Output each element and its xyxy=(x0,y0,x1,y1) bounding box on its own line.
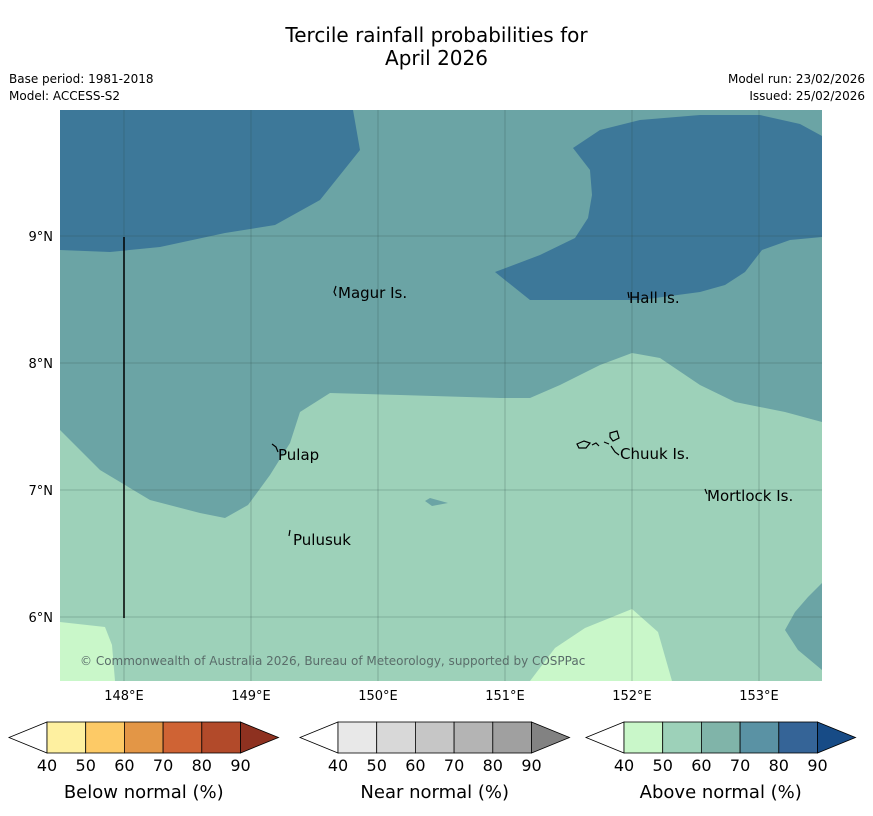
island-chuuk xyxy=(576,430,620,456)
colorbar-above-segment-60 xyxy=(701,721,741,754)
colorbar-near-segment-60 xyxy=(414,721,455,754)
lon-tick-151e: 151°E xyxy=(485,689,525,704)
place-label-magur: Magur Is. xyxy=(338,284,407,302)
place-label-chuuk: Chuuk Is. xyxy=(620,445,689,463)
colorbar-above-over-triangle xyxy=(817,721,857,754)
island-pulusuk xyxy=(288,529,291,537)
colorbar-near-under-triangle xyxy=(298,721,339,754)
colorbar-below-over-triangle xyxy=(240,721,280,754)
lon-tick-150e: 150°E xyxy=(358,689,398,704)
model-run: Model run: 23/02/2026 xyxy=(727,72,865,86)
colorbar-below-segment-50 xyxy=(85,721,125,754)
lat-tick-7n: 7°N xyxy=(29,484,54,499)
colorbar-below-segment-60 xyxy=(124,721,164,754)
place-label-hall: Hall Is. xyxy=(629,289,680,307)
copyright-notice: © Commonwealth of Australia 2026, Bureau… xyxy=(80,654,585,668)
region-above-40-50-southwest xyxy=(60,622,115,681)
colorbar-near: 40 50 60 70 80 90 Near normal (%) xyxy=(298,721,571,803)
colorbar-below-segment-70 xyxy=(162,721,203,754)
model-name: Model: ACCESS-S2 xyxy=(9,89,121,103)
colorbar-above-tick-70: 70 xyxy=(730,756,750,775)
colorbar-above-segment-80 xyxy=(778,721,818,754)
lon-tick-148e: 148°E xyxy=(104,689,144,704)
colorbar-above-tick-50: 50 xyxy=(653,756,673,775)
colorbar-below: 40 50 60 70 80 90 Below normal (%) xyxy=(7,721,280,803)
region-above-60-70-blob xyxy=(425,498,448,506)
colorbar-near-segment-50 xyxy=(376,721,416,754)
island-magur xyxy=(333,285,337,297)
region-above-40-50-south xyxy=(530,609,672,681)
island-hall xyxy=(627,291,630,299)
colorbar-above-tick-60: 60 xyxy=(691,756,711,775)
colorbar-near-segment-40 xyxy=(337,721,378,754)
issued-date: Issued: 25/02/2026 xyxy=(749,89,865,103)
meta-left: Base period: 1981-2018 Model: ACCESS-S2 xyxy=(9,71,154,105)
colorbar-above: 40 50 60 70 80 90 Above normal (%) xyxy=(584,721,857,803)
colorbar-near-tick-80: 80 xyxy=(483,756,503,775)
island-pulap xyxy=(271,443,279,453)
colorbar-below-tick-80: 80 xyxy=(192,756,212,775)
lat-tick-8n: 8°N xyxy=(29,357,54,372)
region-above-50-60 xyxy=(60,353,822,681)
colorbar-near-segment-70 xyxy=(453,721,494,754)
colorbar-above-title: Above normal (%) xyxy=(640,782,802,803)
colorbar-near-segment-80 xyxy=(492,721,532,754)
colorbar-below-tick-60: 60 xyxy=(114,756,134,775)
region-above-70-80-northwest xyxy=(60,110,360,252)
colorbar-above-segment-40 xyxy=(623,721,664,754)
region-above-60-70-east-patch xyxy=(785,583,822,670)
place-label-pulusuk: Pulusuk xyxy=(293,531,351,549)
island-mortlock xyxy=(704,488,708,495)
lon-tick-152e: 152°E xyxy=(612,689,652,704)
colorbar-legends: 40 50 60 70 80 90 Below normal (%) 40 50 60 70 80 90… xyxy=(7,721,857,803)
lon-tick-149e: 149°E xyxy=(231,689,271,704)
colorbar-above-under-triangle xyxy=(584,721,625,754)
colorbar-below-under-triangle xyxy=(7,721,48,754)
colorbar-below-tick-50: 50 xyxy=(76,756,96,775)
map-area: Magur Is. Hall Is. Pulap Chuuk Is. Mortl… xyxy=(60,110,822,681)
region-above-70-80-northeast xyxy=(495,115,822,300)
lon-tick-153e: 153°E xyxy=(739,689,779,704)
map-title-line1: Tercile rainfall probabilities for xyxy=(285,23,588,47)
colorbar-near-title: Near normal (%) xyxy=(360,782,509,803)
place-label-mortlock: Mortlock Is. xyxy=(707,487,793,505)
colorbar-below-tick-70: 70 xyxy=(153,756,173,775)
colorbar-below-tick-40: 40 xyxy=(37,756,57,775)
island-outlines xyxy=(271,285,708,537)
colorbar-near-tick-90: 90 xyxy=(521,756,541,775)
colorbar-above-tick-40: 40 xyxy=(614,756,634,775)
colorbar-near-tick-40: 40 xyxy=(328,756,348,775)
meta-right: Model run: 23/02/2026 Issued: 25/02/2026 xyxy=(728,71,865,105)
colorbar-below-title: Below normal (%) xyxy=(64,782,224,803)
colorbar-near-over-triangle xyxy=(531,721,571,754)
colorbar-near-tick-70: 70 xyxy=(444,756,464,775)
colorbar-below-tick-90: 90 xyxy=(230,756,250,775)
colorbar-above-tick-80: 80 xyxy=(769,756,789,775)
colorbar-below-segment-80 xyxy=(201,721,241,754)
colorbar-above-segment-50 xyxy=(662,721,702,754)
lat-tick-9n: 9°N xyxy=(29,230,54,245)
lat-tick-6n: 6°N xyxy=(29,611,54,626)
colorbar-above-tick-90: 90 xyxy=(807,756,827,775)
colorbar-near-tick-60: 60 xyxy=(405,756,425,775)
base-period: Base period: 1981-2018 xyxy=(9,72,154,86)
colorbar-above-segment-70 xyxy=(739,721,780,754)
place-label-pulap: Pulap xyxy=(278,446,319,464)
colorbar-near-tick-50: 50 xyxy=(367,756,387,775)
map-title-line2: April 2026 xyxy=(385,46,488,70)
colorbar-below-segment-40 xyxy=(46,721,87,754)
